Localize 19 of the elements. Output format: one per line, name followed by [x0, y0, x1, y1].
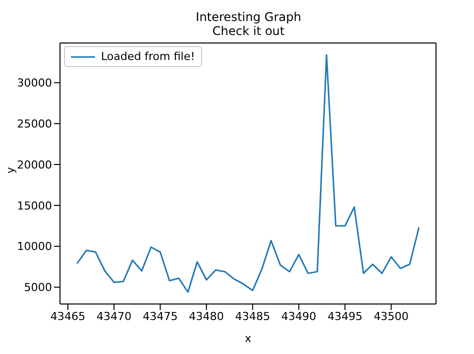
x-tick-label: 43490 [281, 310, 316, 323]
y-tick-label: 5000 [24, 281, 52, 294]
legend-label: Loaded from file! [101, 50, 195, 63]
y-tick-label: 30000 [17, 76, 52, 90]
x-tick-label: 43465 [50, 310, 86, 323]
x-tick-label: 43500 [374, 310, 409, 323]
y-axis-title: y [4, 166, 17, 174]
y-tick-label: 25000 [17, 117, 52, 130]
x-tick-label: 43485 [235, 310, 270, 323]
x-tick-label: 43495 [328, 310, 362, 323]
chart-subtitle: Check it out [211, 24, 286, 38]
x-tick-label: 43475 [142, 310, 178, 323]
y-tick-label: 10000 [17, 240, 52, 254]
y-tick-label: 20000 [17, 158, 52, 172]
x-tick-label: 43480 [188, 310, 224, 323]
x-tick-label: 43470 [96, 310, 132, 323]
chart-title: Interesting Graph [194, 10, 302, 24]
x-axis-title: x [244, 332, 252, 345]
y-tick-label: 15000 [17, 199, 52, 212]
